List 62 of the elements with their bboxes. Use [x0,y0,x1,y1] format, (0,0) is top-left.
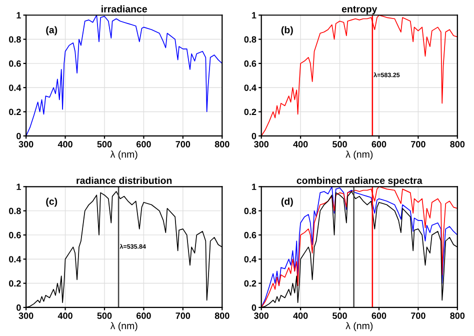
y-tick-label: 0.4 [9,84,22,91]
x-tick-label: 300 [18,312,34,319]
y-tick-label: 1 [16,184,21,190]
x-tick-label: 500 [332,141,347,148]
x-tick-label: 800 [450,141,465,148]
x-axis-title: λ (nm) [346,322,373,332]
x-tick-label: 800 [450,312,465,319]
chart-title: radiance distribution [76,176,172,184]
chart-title: entropy [342,6,378,14]
x-tick-label: 500 [332,312,347,319]
x-axis-title: λ (nm) [346,150,373,160]
x-tick-label: 400 [58,141,72,148]
x-tick-label: 600 [136,141,151,148]
x-tick-label: 800 [214,312,230,319]
chart-title: combined radiance spectra [296,176,422,186]
y-tick-label: 0.6 [9,60,21,67]
x-axis-title: λ (nm) [110,322,138,332]
y-tick-label: 0.6 [244,60,256,67]
y-tick-label: 0.2 [244,108,256,116]
y-tick-label: 1 [252,12,256,18]
chart-title: irradiance [102,5,148,12]
x-tick-label: 400 [293,141,308,148]
y-tick-label: 0.8 [244,36,256,43]
annotation: (a) [46,26,58,36]
x-tick-label: 300 [254,141,269,148]
line-series [261,15,458,136]
x-axis-title: λ (nm) [110,150,138,160]
y-tick-label: 1 [252,184,256,190]
y-tick-label: 0.2 [9,108,21,116]
y-tick-label: 0.8 [9,36,21,43]
x-tick-label: 400 [58,312,72,319]
y-tick-label: 0.2 [9,280,21,287]
y-tick-label: 1 [16,12,21,18]
x-tick-label: 700 [411,141,426,148]
x-tick-label: 800 [214,141,230,148]
y-tick-label: 0.6 [244,232,256,238]
x-tick-label: 400 [293,312,308,319]
line-series [26,15,222,136]
annotation: (b) [281,26,293,36]
y-tick-label: 0 [252,304,256,311]
annotation: (c) [46,198,58,207]
x-tick-label: 600 [372,141,386,148]
x-tick-label: 600 [136,312,151,319]
y-tick-label: 0.8 [244,208,256,214]
x-tick-label: 500 [97,141,112,148]
x-tick-label: 700 [176,312,190,319]
y-tick-label: 0 [16,132,21,140]
y-tick-label: 0 [16,304,21,311]
x-tick-label: 300 [254,312,269,319]
y-tick-label: 0.8 [9,208,21,214]
x-tick-label: 700 [176,141,190,148]
y-tick-label: 0.4 [9,256,22,262]
x-tick-label: 300 [18,141,34,148]
y-tick-label: 0.4 [244,84,256,91]
x-tick-label: 700 [411,312,426,319]
y-tick-label: 0 [252,132,256,140]
x-tick-label: 500 [97,312,112,319]
annotation: (d) [281,198,293,207]
x-tick-label: 600 [372,312,386,319]
y-tick-label: 0.2 [244,280,256,287]
y-tick-label: 0.4 [244,256,256,262]
y-tick-label: 0.6 [9,232,21,238]
